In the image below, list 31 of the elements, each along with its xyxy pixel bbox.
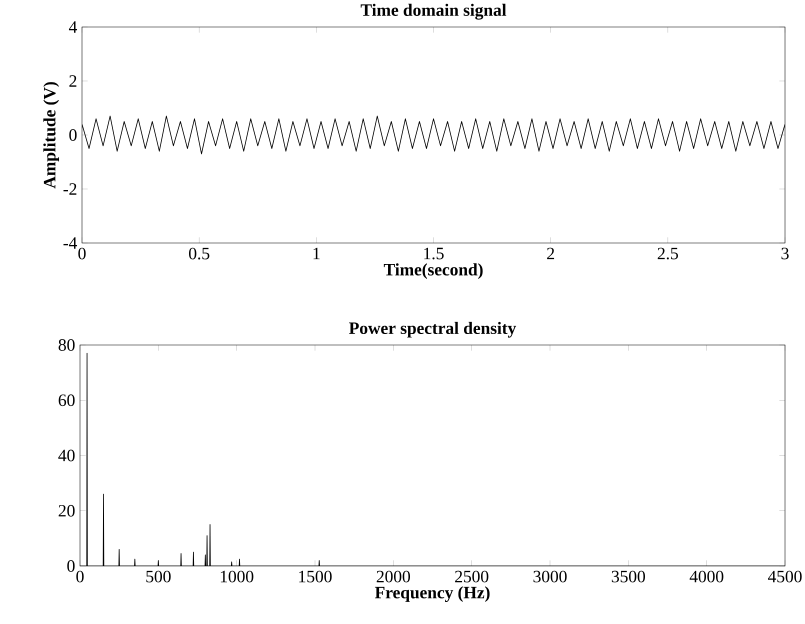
x-tick-label: 2 (547, 248, 554, 260)
y-tick-label: 0 (67, 560, 75, 572)
y-tick-label: 2 (69, 75, 76, 87)
x-axis-title: Time(second) (384, 263, 483, 280)
x-tick-label: 3500 (612, 570, 646, 582)
x-tick-label: 1.5 (424, 248, 444, 260)
x-tick-label: 3000 (534, 570, 567, 582)
y-tick-label: 40 (58, 450, 75, 462)
x-axis-title: Frequency (Hz) (374, 586, 490, 602)
x-tick-label: 4500 (768, 570, 802, 582)
x-tick-label: 1000 (220, 570, 254, 582)
x-tick-label: 2.5 (658, 248, 678, 260)
x-tick-label: 2000 (376, 570, 410, 582)
y-tick-label: -4 (64, 237, 78, 249)
chart-title: Time domain signal (360, 4, 506, 20)
chart-title: Power spectral density (349, 322, 516, 338)
x-tick-label: 0.5 (189, 248, 210, 260)
y-tick-label: 20 (58, 504, 75, 517)
y-tick-label: 80 (58, 339, 75, 351)
x-tick-label: 2500 (455, 570, 488, 582)
y-axis-title: Amplitude (V) (43, 82, 60, 189)
y-tick-label: 4 (68, 21, 78, 33)
x-tick-label: 500 (146, 570, 171, 582)
y-tick-label: 0 (69, 129, 77, 141)
x-tick-label: 3 (782, 248, 789, 260)
x-tick-label: 0 (78, 248, 86, 260)
y-tick-label: -2 (64, 183, 76, 195)
x-tick-label: 4000 (690, 570, 724, 582)
x-tick-label: 1 (314, 248, 320, 260)
x-tick-label: 1500 (299, 570, 332, 582)
y-tick-label: 60 (58, 394, 75, 406)
